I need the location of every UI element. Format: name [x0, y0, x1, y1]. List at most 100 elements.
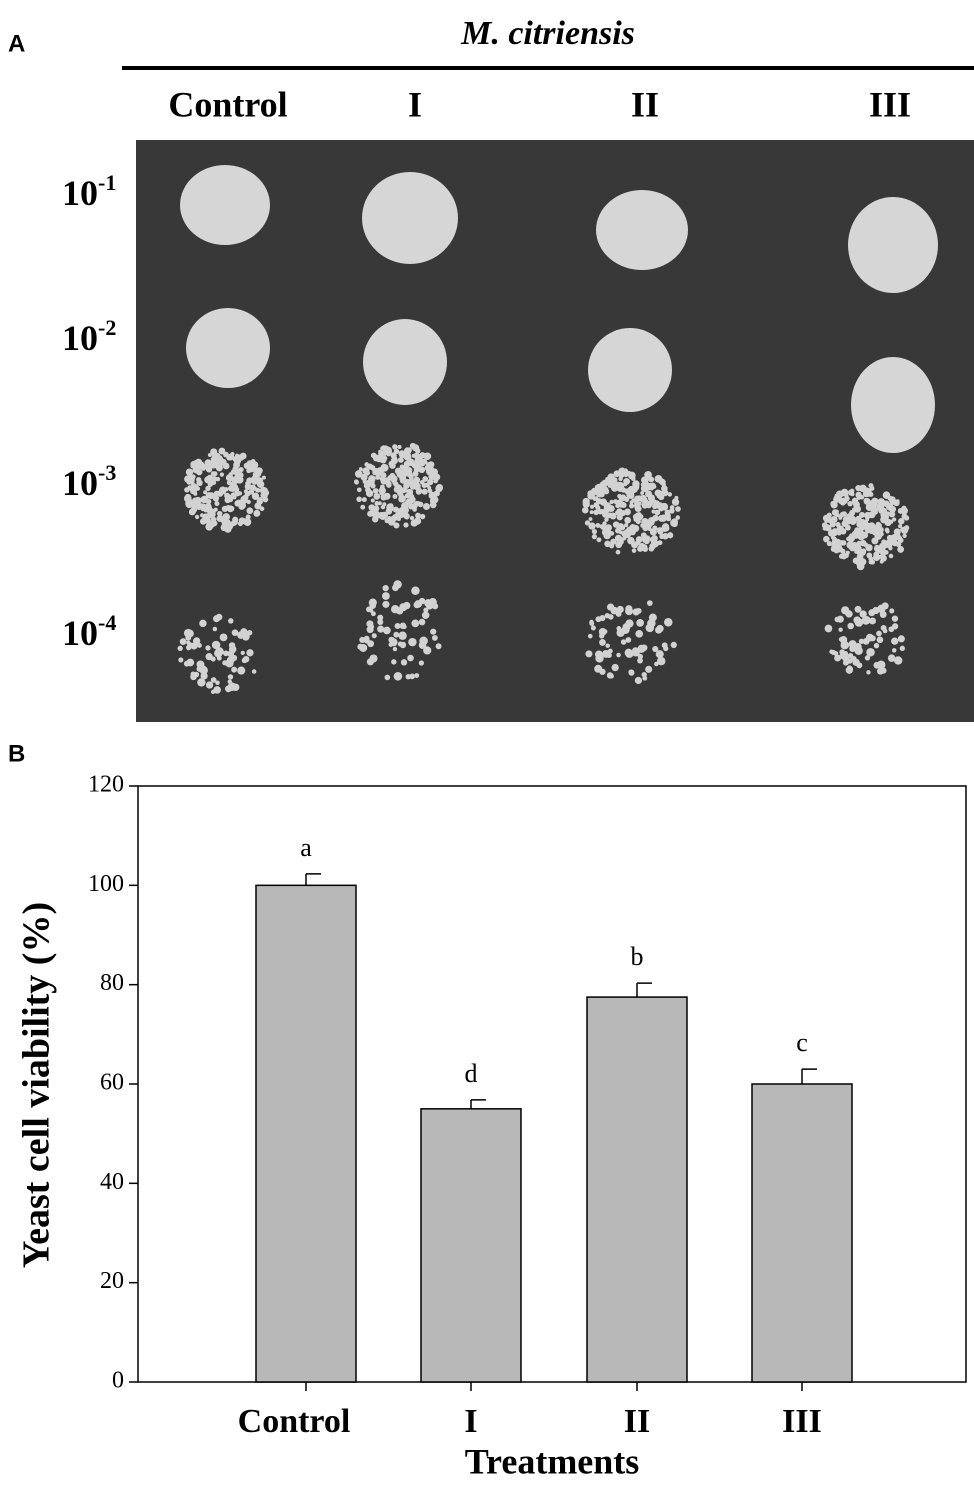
colony: [428, 472, 436, 481]
colony: [859, 610, 867, 618]
colony: [361, 497, 367, 503]
colony: [628, 669, 634, 675]
colony: [872, 606, 880, 615]
colony: [374, 501, 380, 506]
colony: [863, 524, 871, 532]
colony-spot: [851, 357, 935, 453]
colony: [238, 466, 244, 473]
colony: [363, 469, 370, 476]
colony: [196, 479, 203, 486]
colony: [239, 452, 247, 460]
colony: [596, 537, 602, 543]
colony: [199, 619, 207, 628]
colony: [228, 618, 234, 624]
colony: [230, 476, 235, 482]
colony: [880, 515, 888, 524]
colony: [855, 515, 862, 522]
colony: [839, 511, 846, 517]
colony: [403, 460, 411, 468]
error-bar: [470, 1099, 486, 1109]
colony: [840, 540, 847, 546]
colony: [842, 516, 849, 523]
colony: [822, 514, 830, 522]
colony: [370, 498, 375, 503]
colony: [408, 637, 417, 647]
colony: [894, 500, 900, 506]
colony: [627, 536, 635, 545]
colony: [630, 476, 636, 482]
colony: [635, 536, 643, 543]
colony: [246, 463, 251, 468]
colony: [406, 447, 411, 452]
colony: [868, 499, 877, 508]
colony: [398, 494, 406, 503]
colony: [226, 454, 233, 461]
colony: [191, 486, 197, 493]
colony: [599, 524, 604, 529]
colony: [843, 552, 849, 559]
y-tick-label: 20: [100, 1268, 124, 1294]
colony: [186, 468, 192, 474]
y-tick-label: 120: [88, 772, 124, 798]
colony: [183, 628, 193, 638]
colony: [215, 680, 220, 686]
colony: [219, 633, 228, 642]
colony: [823, 535, 830, 543]
colony: [618, 476, 623, 482]
colony: [582, 500, 590, 508]
colony: [261, 475, 266, 480]
colony: [369, 654, 378, 663]
colony: [197, 643, 202, 648]
error-bar: [801, 1068, 817, 1084]
colony: [624, 496, 630, 503]
significance-letter: d: [465, 1059, 478, 1088]
colony: [877, 504, 883, 511]
colony: [216, 515, 224, 523]
colony: [205, 466, 213, 473]
colony: [257, 497, 263, 503]
colony: [652, 525, 658, 531]
colony: [368, 478, 372, 483]
colony: [655, 650, 664, 659]
colony: [895, 541, 902, 548]
colony: [369, 602, 377, 610]
colony: [397, 456, 404, 463]
colony: [240, 650, 245, 656]
colony: [386, 503, 394, 511]
colony: [641, 518, 649, 526]
colony: [370, 611, 376, 617]
colony: [399, 464, 405, 469]
colony: [213, 686, 221, 694]
error-bar: [636, 982, 652, 998]
colony: [898, 524, 903, 529]
colony: [603, 505, 609, 511]
colony: [248, 465, 255, 473]
colony: [864, 511, 872, 520]
colony: [624, 529, 629, 534]
colony: [396, 471, 404, 478]
colony: [226, 480, 232, 486]
panel-label: A: [8, 30, 25, 57]
colony: [624, 508, 631, 516]
colony: [412, 507, 417, 512]
colony: [255, 467, 260, 472]
colony: [435, 643, 442, 650]
colony: [836, 525, 844, 532]
colony: [384, 449, 389, 454]
colony: [590, 625, 596, 631]
colony: [397, 641, 403, 647]
colony: [221, 488, 226, 493]
colony: [224, 525, 232, 533]
colony: [659, 534, 665, 540]
colony-spot: [186, 308, 270, 388]
colony: [421, 488, 428, 495]
colony: [195, 502, 203, 511]
colony: [215, 613, 223, 621]
colony: [405, 673, 411, 680]
colony: [246, 629, 253, 636]
colony: [363, 482, 371, 489]
colony: [826, 541, 832, 547]
colony: [852, 658, 860, 667]
colony-spot: [848, 197, 938, 293]
